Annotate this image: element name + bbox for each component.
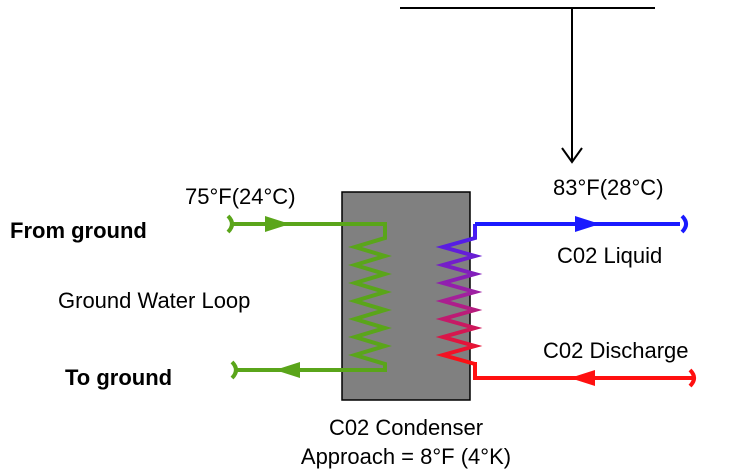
liquid-label: C02 Liquid	[557, 243, 662, 268]
arrow-head	[575, 216, 600, 232]
arrow-head	[275, 362, 300, 378]
ground-loop	[226, 214, 392, 380]
discharge-line	[473, 362, 696, 388]
arrow-head	[561, 147, 583, 164]
discharge-label: C02 Discharge	[543, 338, 689, 363]
condenser-box	[341, 191, 471, 401]
from-ground: From ground	[10, 218, 147, 243]
arrow-head	[570, 370, 595, 386]
arrow-head	[265, 216, 290, 232]
inlet-temp: 75°F(24°C)	[185, 184, 296, 209]
condenser-label: C02 Condenser	[329, 415, 483, 440]
to-ground: To ground	[65, 365, 172, 390]
outlet-temp: 83°F(28°C)	[553, 175, 664, 200]
approach-label: Approach = 8°F (4°K)	[301, 444, 511, 469]
co2-coil	[435, 224, 483, 366]
loop-name: Ground Water Loop	[58, 288, 250, 313]
